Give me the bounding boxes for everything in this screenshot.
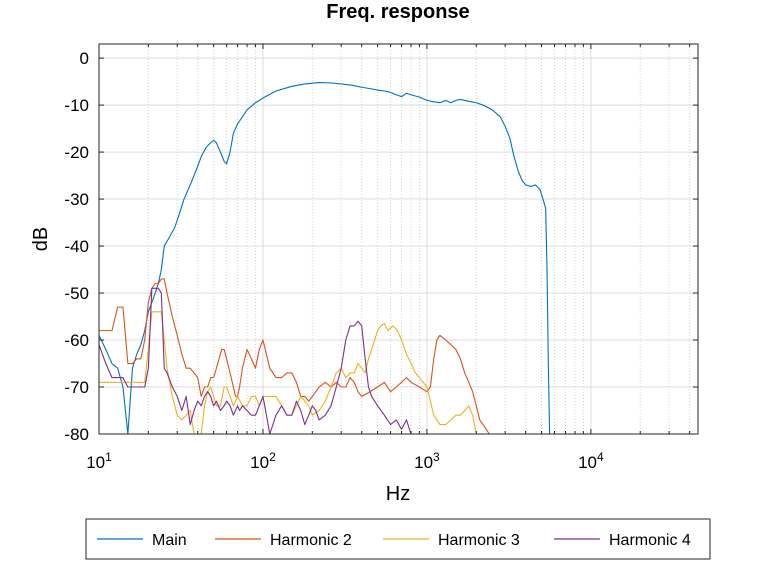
legend-label-4: Harmonic 4	[609, 532, 691, 549]
series-line-1	[99, 81, 698, 434]
x-axis-label: Hz	[386, 483, 410, 505]
legend-label-1: Main	[152, 532, 187, 549]
legend-label-2: Harmonic 2	[270, 532, 352, 549]
series-line-2	[99, 278, 490, 434]
legend: Main Harmonic 2 Harmonic 3 Harmonic 4	[85, 518, 711, 560]
grid	[98, 44, 698, 435]
series-line-4	[99, 287, 412, 434]
y-tick-label: -40	[64, 237, 89, 256]
series-lines	[99, 81, 698, 434]
axis-ticks: 0 -10 -20 -30 -40 -50 -60 -70 -80 101 102 103 104	[64, 44, 698, 472]
x-tick-label: 104	[578, 450, 604, 472]
y-tick-label: -20	[64, 143, 89, 162]
y-tick-label: -10	[64, 96, 89, 115]
y-tick-label: -30	[64, 190, 89, 209]
y-tick-label: -80	[64, 425, 89, 444]
y-tick-label: -70	[64, 378, 89, 397]
legend-label-3: Harmonic 3	[438, 532, 520, 549]
chart-title: Freq. response	[326, 1, 469, 23]
y-axis-label: dB	[30, 227, 52, 251]
plot-area	[98, 43, 699, 435]
x-tick-label: 103	[414, 450, 440, 472]
y-tick-label: -60	[64, 331, 89, 350]
x-tick-label: 101	[86, 450, 112, 472]
y-tick-label: 0	[80, 49, 89, 68]
x-tick-label: 102	[250, 450, 276, 472]
y-tick-label: -50	[64, 284, 89, 303]
